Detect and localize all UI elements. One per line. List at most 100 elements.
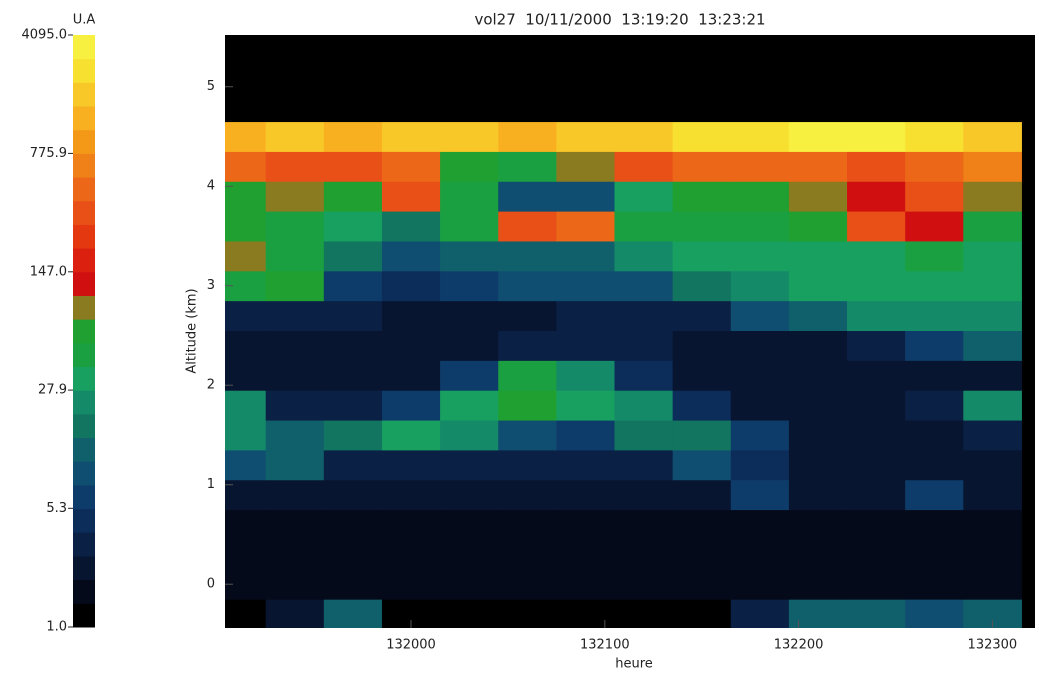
heatmap-cell (847, 211, 906, 242)
heatmap-cell (847, 569, 906, 600)
heatmap-cell (614, 569, 674, 600)
heatmap-cell (440, 91, 499, 123)
heatmap-cell (963, 539, 1022, 570)
heatmap-cell (265, 330, 325, 361)
heatmap-cell (556, 449, 615, 481)
heatmap-cell (323, 330, 383, 361)
heatmap-cell (730, 569, 790, 600)
heatmap-cell (381, 91, 441, 123)
heatmap-cell (440, 181, 499, 212)
heatmap-cell (440, 390, 499, 421)
heatmap-cell (905, 479, 964, 511)
heatmap-cell (498, 360, 557, 391)
heatmap-cell (614, 35, 674, 63)
colorbar-step (73, 200, 95, 225)
heatmap-cell (905, 270, 964, 302)
heatmap-cell (614, 449, 674, 481)
heatmap-cell (847, 121, 906, 152)
heatmap-cell (847, 151, 906, 182)
heatmap-cell (265, 151, 325, 182)
heatmap-cell (323, 360, 383, 391)
heatmap-cell (265, 35, 325, 63)
heatmap-cell (556, 539, 615, 570)
heatmap-cell (381, 121, 441, 152)
y-tick-label: 4 (207, 179, 215, 194)
colorbar-step (73, 579, 95, 604)
heatmap-cell (265, 390, 325, 421)
heatmap-cell (672, 539, 732, 570)
heatmap-cell (847, 360, 906, 391)
heatmap-cell (672, 181, 732, 212)
heatmap-cell (847, 390, 906, 421)
heatmap-cell (440, 539, 499, 570)
heatmap-cell (847, 61, 906, 93)
heatmap-cell (730, 211, 790, 242)
heatmap-cell (905, 390, 964, 421)
heatmap-cell (225, 479, 267, 511)
heatmap-cell (730, 300, 790, 332)
colorbar-step (73, 271, 95, 296)
heatmap-cell (498, 390, 557, 421)
heatmap-cell (440, 270, 499, 302)
heatmap-cell (788, 270, 848, 302)
heatmap-cell (672, 211, 732, 242)
heatmap-cell (788, 599, 848, 628)
heatmap-cell (963, 300, 1022, 332)
heatmap-cell (381, 509, 441, 540)
colorbar-step (73, 177, 95, 202)
heatmap-cell (556, 181, 615, 212)
heatmap-cell (381, 270, 441, 302)
heatmap-cell (440, 360, 499, 391)
heatmap-cell (225, 35, 267, 63)
heatmap-cell (498, 539, 557, 570)
heatmap-cell (556, 390, 615, 421)
colorbar-step (73, 508, 95, 533)
heatmap-cell (440, 211, 499, 242)
heatmap-cell (556, 599, 615, 628)
heatmap-cell (730, 420, 790, 451)
heatmap-cell (225, 599, 267, 628)
colorbar-step (73, 35, 95, 60)
heatmap-cell (498, 35, 557, 63)
heatmap-cell (225, 270, 267, 302)
heatmap-cell (905, 509, 964, 540)
heatmap-cell (672, 151, 732, 182)
colorbar-tick-label: 5.3 (46, 501, 67, 516)
heatmap-cell (905, 449, 964, 481)
heatmap-cell (381, 390, 441, 421)
heatmap-cell (614, 360, 674, 391)
heatmap-cell (381, 479, 441, 511)
heatmap-cell (672, 360, 732, 391)
heatmap-cell (963, 360, 1022, 391)
heatmap-cell (265, 121, 325, 152)
heatmap-cell (498, 121, 557, 152)
heatmap-cell (440, 449, 499, 481)
heatmap-cell (730, 539, 790, 570)
heatmap-cell (905, 91, 964, 123)
heatmap-cell (556, 300, 615, 332)
heatmap-cell (556, 61, 615, 93)
heatmap-cell (788, 91, 848, 123)
heatmap-cell (905, 211, 964, 242)
heatmap-cell (225, 539, 267, 570)
heatmap-cell (614, 211, 674, 242)
heatmap-cell (905, 121, 964, 152)
heatmap-cell (225, 360, 267, 391)
heatmap-cell (730, 509, 790, 540)
heatmap-cell (847, 479, 906, 511)
heatmap-cell (788, 420, 848, 451)
heatmap-cell (963, 390, 1022, 421)
heatmap-cell (225, 61, 267, 93)
heatmap-cell (847, 240, 906, 272)
heatmap-cell (556, 211, 615, 242)
heatmap-cell (556, 569, 615, 600)
colorbar-step (73, 603, 95, 628)
heatmap-cell (556, 121, 615, 152)
heatmap-cell (905, 240, 964, 272)
y-tick-label: 1 (207, 477, 215, 492)
heatmap-cell (381, 569, 441, 600)
heatmap-cell (672, 509, 732, 540)
heatmap-cell (225, 330, 267, 361)
heatmap-cell (440, 240, 499, 272)
heatmap-cell (788, 330, 848, 361)
